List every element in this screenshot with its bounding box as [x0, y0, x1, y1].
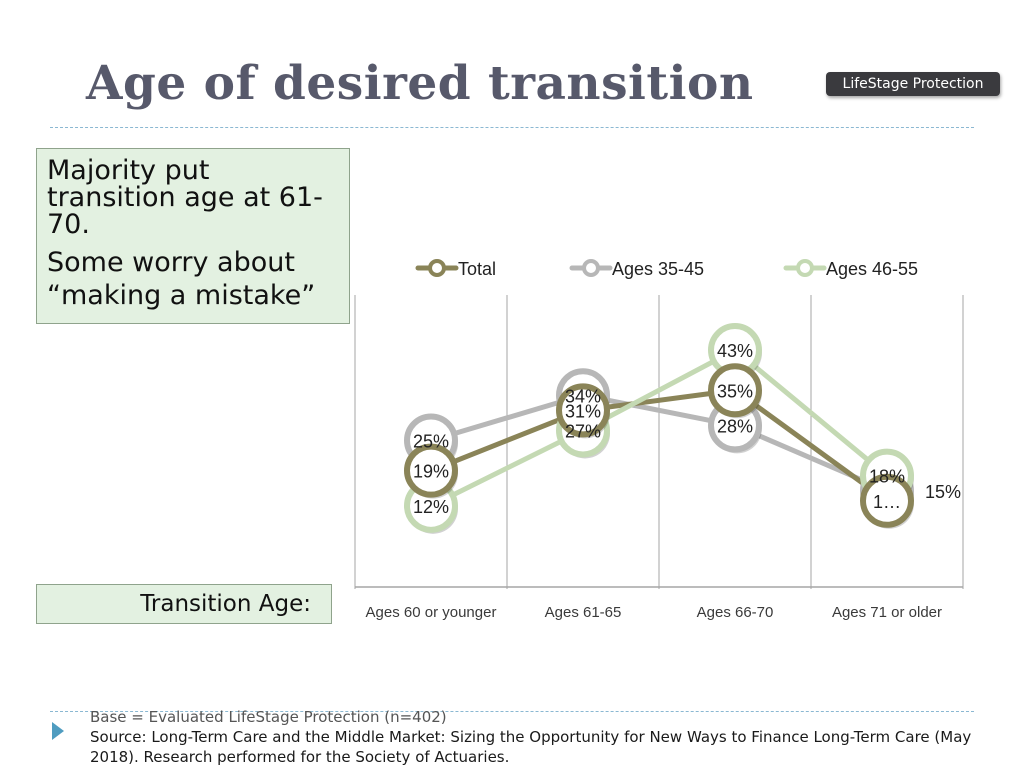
legend-marker	[582, 259, 600, 277]
legend-marker	[428, 259, 446, 277]
header-divider	[50, 127, 974, 128]
data-label: 43%	[717, 341, 753, 361]
callout-line-2: Some worry about “making a mistake”	[47, 247, 316, 311]
data-point	[404, 443, 458, 498]
data-label: 35%	[717, 381, 753, 401]
x-tick-label: Ages 60 or younger	[366, 604, 497, 621]
footer-base: Base = Evaluated LifeStage Protection (n…	[90, 708, 447, 726]
triangle-right-icon	[52, 722, 64, 740]
footer-source: Source: Long-Term Care and the Middle Ma…	[90, 728, 972, 766]
data-label: 18%	[869, 467, 905, 487]
data-label: 31%	[565, 401, 601, 421]
data-label: 25%	[413, 432, 449, 452]
data-label: 28%	[717, 416, 753, 436]
data-point	[556, 383, 610, 438]
series-line	[430, 392, 888, 494]
data-label: 19%	[413, 462, 449, 482]
data-label: 1…	[873, 492, 901, 512]
data-label: 27%	[565, 421, 601, 441]
data-label: 34%	[565, 386, 601, 406]
legend-label: Ages 46-55	[826, 259, 918, 279]
transition-age-text: Transition Age:	[140, 591, 311, 617]
footer-notes: Base = Evaluated LifeStage Protection (n…	[90, 707, 1010, 767]
line-chart: Ages 60 or younger Ages 61-65 Ages 66-70 Ag…	[354, 259, 964, 621]
legend-label: Ages 35-45	[612, 259, 704, 279]
series-line	[430, 387, 889, 503]
legend-marker	[796, 259, 814, 277]
x-tick-label: Ages 71 or older	[832, 604, 942, 621]
x-tick-label: Ages 61-65	[545, 604, 622, 621]
callout-line-1: Majority put transition age at 61-70.	[47, 155, 323, 240]
data-point	[708, 363, 762, 418]
legend-entry: Ages 46-55	[783, 259, 918, 279]
data-point	[860, 473, 914, 528]
footer-divider	[50, 711, 974, 712]
page-title: Age of desired transition	[86, 56, 754, 111]
legend-label: Total	[458, 259, 496, 279]
series-line	[429, 347, 889, 509]
data-label: 12%	[413, 497, 449, 517]
legend-entry: Total	[415, 259, 496, 279]
transition-age-label: Transition Age:	[36, 584, 332, 624]
legend-entry: Ages 35-45	[569, 259, 704, 279]
brand-badge: LifeStage Protection	[826, 72, 1000, 96]
data-label: 15%	[925, 482, 961, 502]
x-tick-label: Ages 66-70	[697, 604, 774, 621]
callout-box: Majority put transition age at 61-70. So…	[36, 148, 350, 324]
